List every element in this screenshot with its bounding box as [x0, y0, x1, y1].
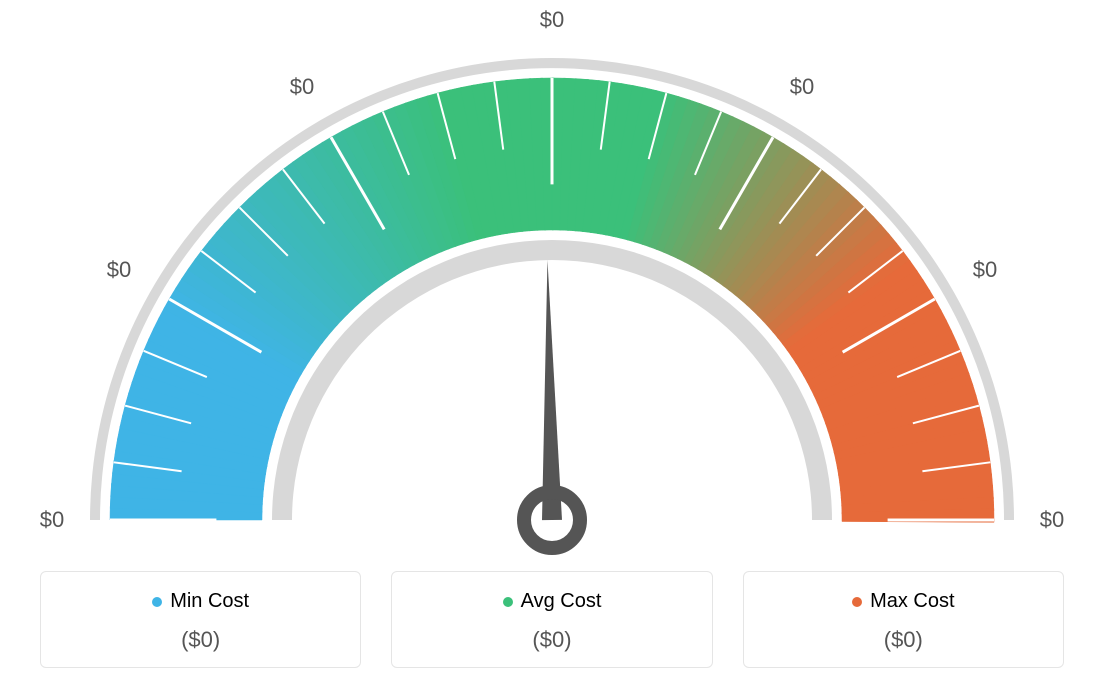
legend-card-avg: Avg Cost ($0): [391, 571, 712, 668]
legend-card-max: Max Cost ($0): [743, 571, 1064, 668]
legend-label-max: Max Cost: [870, 590, 954, 613]
legend-value-min: ($0): [51, 627, 350, 653]
gauge-svg: [0, 0, 1104, 560]
gauge-tick-label: $0: [790, 74, 814, 100]
legend-title-max: Max Cost: [852, 590, 954, 613]
gauge-tick-label: $0: [973, 257, 997, 283]
legend-row: Min Cost ($0) Avg Cost ($0) Max Cost ($0…: [40, 571, 1064, 668]
legend-dot-max: [852, 597, 862, 607]
legend-card-min: Min Cost ($0): [40, 571, 361, 668]
legend-label-avg: Avg Cost: [521, 590, 602, 613]
gauge-tick-label: $0: [107, 257, 131, 283]
legend-label-min: Min Cost: [170, 590, 249, 613]
legend-dot-min: [152, 597, 162, 607]
legend-value-max: ($0): [754, 627, 1053, 653]
cost-gauge-infographic: $0 $0 $0 $0 $0 $0 $0 Min Cost ($0) Avg Cost ($…: [0, 0, 1104, 690]
legend-dot-avg: [503, 597, 513, 607]
gauge-tick-label: $0: [1040, 507, 1064, 533]
gauge-tick-label: $0: [540, 7, 564, 33]
legend-title-min: Min Cost: [152, 590, 249, 613]
gauge-chart: $0 $0 $0 $0 $0 $0 $0: [0, 0, 1104, 560]
gauge-tick-label: $0: [40, 507, 64, 533]
legend-value-avg: ($0): [402, 627, 701, 653]
gauge-tick-label: $0: [290, 74, 314, 100]
legend-title-avg: Avg Cost: [503, 590, 602, 613]
